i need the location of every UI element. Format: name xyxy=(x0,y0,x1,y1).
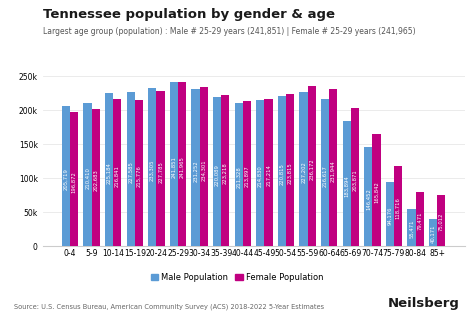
Text: 211,328: 211,328 xyxy=(236,167,241,188)
Bar xyxy=(407,209,416,246)
Bar xyxy=(70,112,78,246)
Text: 231,944: 231,944 xyxy=(331,160,336,182)
Bar xyxy=(300,92,308,246)
Text: 118,716: 118,716 xyxy=(396,197,401,219)
Bar xyxy=(213,97,221,246)
Bar xyxy=(113,99,121,246)
Text: 220,089: 220,089 xyxy=(215,164,219,185)
Bar xyxy=(308,86,316,246)
Bar xyxy=(329,88,337,246)
Bar xyxy=(416,192,424,246)
Text: 227,202: 227,202 xyxy=(301,161,306,183)
Bar xyxy=(394,166,402,246)
Bar xyxy=(91,108,100,246)
Text: 227,585: 227,585 xyxy=(128,161,133,183)
Bar xyxy=(364,147,373,246)
Text: 210,410: 210,410 xyxy=(85,167,90,189)
Text: 202,683: 202,683 xyxy=(93,169,98,191)
Bar xyxy=(286,94,294,246)
Text: 217,214: 217,214 xyxy=(266,165,271,186)
Text: 94,176: 94,176 xyxy=(387,206,392,225)
Text: 55,471: 55,471 xyxy=(409,219,414,238)
Bar xyxy=(256,100,264,246)
Text: 216,617: 216,617 xyxy=(323,165,328,187)
Bar xyxy=(343,121,351,246)
Text: 79,471: 79,471 xyxy=(417,211,422,230)
Text: 205,719: 205,719 xyxy=(64,168,68,190)
Bar xyxy=(170,82,178,246)
Text: 203,871: 203,871 xyxy=(352,169,357,191)
Bar xyxy=(278,96,286,246)
Text: 236,172: 236,172 xyxy=(309,158,314,180)
Text: Neilsberg: Neilsberg xyxy=(388,297,460,310)
Bar xyxy=(127,92,135,246)
Bar xyxy=(62,106,70,246)
Bar xyxy=(135,100,143,246)
Text: 223,218: 223,218 xyxy=(223,163,228,185)
Text: 227,785: 227,785 xyxy=(158,161,163,183)
Text: 165,842: 165,842 xyxy=(374,181,379,203)
Text: 225,184: 225,184 xyxy=(107,162,111,184)
Bar xyxy=(386,182,394,246)
Text: Largest age group (population) : Male # 25-29 years (241,851) | Female # 25-29 y: Largest age group (population) : Male # … xyxy=(43,27,415,36)
Text: 241,965: 241,965 xyxy=(180,156,184,178)
Text: 183,894: 183,894 xyxy=(344,175,349,197)
Text: 220,815: 220,815 xyxy=(279,163,284,185)
Bar xyxy=(321,99,329,246)
Bar xyxy=(156,91,164,246)
Text: 146,452: 146,452 xyxy=(366,188,371,210)
Bar xyxy=(351,108,359,246)
Text: 214,830: 214,830 xyxy=(258,165,263,187)
Bar xyxy=(429,219,437,246)
Text: 40,171: 40,171 xyxy=(430,224,436,243)
Text: 231,252: 231,252 xyxy=(193,160,198,182)
Bar xyxy=(235,103,243,246)
Text: Tennessee population by gender & age: Tennessee population by gender & age xyxy=(43,8,335,21)
Legend: Male Population, Female Population: Male Population, Female Population xyxy=(147,269,327,285)
Bar xyxy=(264,99,273,246)
Text: 234,301: 234,301 xyxy=(201,159,206,181)
Text: 241,851: 241,851 xyxy=(172,156,176,179)
Text: 223,815: 223,815 xyxy=(288,162,292,184)
Bar xyxy=(373,134,381,246)
Text: 233,305: 233,305 xyxy=(150,160,155,181)
Bar xyxy=(221,94,229,246)
Text: 75,012: 75,012 xyxy=(439,213,444,231)
Bar xyxy=(243,101,251,246)
Text: 213,897: 213,897 xyxy=(245,166,249,187)
Bar xyxy=(178,82,186,246)
Bar xyxy=(83,103,91,246)
Bar xyxy=(200,87,208,246)
Bar xyxy=(105,93,113,246)
Bar xyxy=(148,88,156,246)
Text: 196,872: 196,872 xyxy=(72,171,77,193)
Text: 216,841: 216,841 xyxy=(115,165,120,186)
Bar xyxy=(191,89,200,246)
Text: 215,776: 215,776 xyxy=(137,165,141,187)
Text: Source: U.S. Census Bureau, American Community Survey (ACS) 2018-2022 5-Year Est: Source: U.S. Census Bureau, American Com… xyxy=(14,304,324,310)
Bar xyxy=(437,195,446,246)
